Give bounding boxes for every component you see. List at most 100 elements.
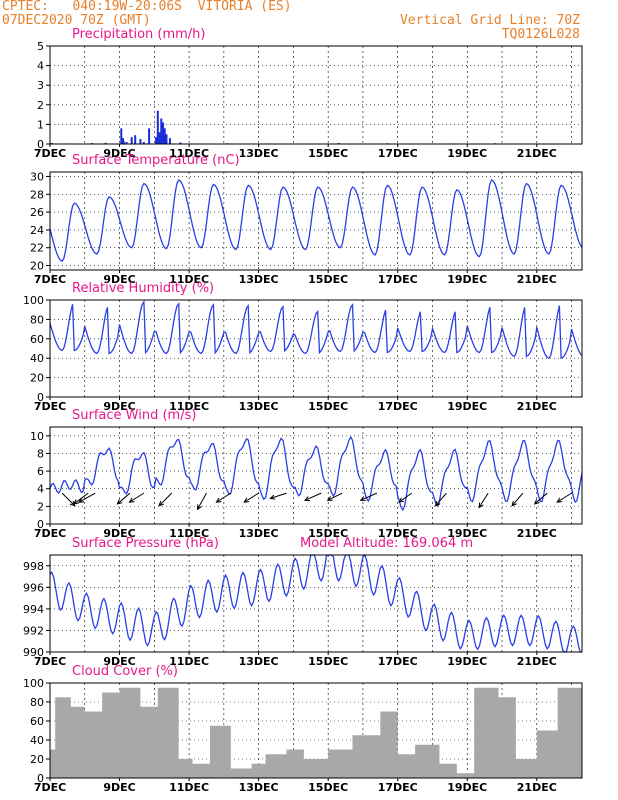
rh-xtick-label: 21DEC (517, 400, 557, 413)
wind-vector-head (128, 497, 135, 503)
pres-ytick-label: 992 (23, 624, 44, 637)
wind-vector-head (511, 500, 517, 507)
temp-ytick-label: 30 (30, 170, 44, 183)
precip-bar (162, 122, 165, 144)
wind-vector (534, 492, 548, 505)
cloud-frame (49, 682, 583, 779)
precip-bar (134, 135, 137, 144)
pres-xtick-label: 17DEC (378, 655, 418, 668)
pres-series-line (49, 553, 582, 653)
pres-xtick-label: 19DEC (447, 655, 487, 668)
precip-bar (142, 142, 145, 144)
pres-ytick-label: 998 (23, 560, 44, 573)
wind-vector (61, 492, 76, 507)
precip-bar (158, 132, 161, 144)
wind-vector-head (243, 497, 250, 503)
temp-series-line (49, 179, 583, 262)
precip-bar (160, 118, 163, 144)
rh-xtick-label: 9DEC (103, 400, 135, 413)
cloud-ytick-label: 20 (30, 753, 44, 766)
wind-title: Surface Wind (m/s) (72, 408, 196, 423)
wind-vector (117, 492, 131, 505)
precip-bar (168, 138, 171, 144)
precip-bar (163, 128, 166, 144)
pres-xtick-label: 15DEC (308, 655, 348, 668)
wind-vector (216, 492, 232, 503)
precip-bar (139, 139, 142, 144)
wind-vector-head (478, 502, 484, 509)
wind-vector (270, 492, 287, 500)
wind-ytick-label: 2 (37, 500, 44, 513)
temp-xtick-label: 17DEC (378, 273, 418, 286)
wind-xtick-label: 7DEC (34, 527, 66, 540)
rh-ytick-label: 80 (30, 313, 44, 326)
precip-bar (165, 134, 168, 144)
precip-bar (130, 137, 133, 144)
wind-vector (243, 492, 259, 503)
rh-xtick-label: 17DEC (378, 400, 418, 413)
wind-ytick-label: 0 (37, 518, 44, 531)
wind-vector-head (215, 497, 222, 503)
precip-bar (122, 141, 125, 144)
wind-vector (511, 492, 524, 507)
cloud-xtick-label: 17DEC (378, 781, 418, 794)
wind-vector (478, 492, 489, 508)
precip-bar (179, 142, 182, 144)
cloud-xtick-label: 7DEC (34, 781, 66, 794)
temp-xtick-label: 21DEC (517, 273, 557, 286)
precip-ytick-label: 5 (37, 40, 44, 53)
temp-xtick-label: 9DEC (103, 273, 135, 286)
precip-xtick-label: 13DEC (239, 147, 279, 160)
wind-vector (360, 492, 378, 501)
wind-frame (49, 426, 583, 525)
pres-ytick-label: 994 (23, 603, 44, 616)
precip-title: Precipitation (mm/h) (72, 27, 205, 42)
pres-title: Surface Pressure (hPa) (72, 536, 219, 551)
wind-xtick-label: 17DEC (378, 527, 418, 540)
rh-xtick-label: 15DEC (308, 400, 348, 413)
precip-xtick-label: 15DEC (308, 147, 348, 160)
wind-vector-head (72, 499, 79, 505)
cloud-xtick-label: 11DEC (169, 781, 209, 794)
cloud-xtick-label: 19DEC (447, 781, 487, 794)
wind-vector (435, 492, 447, 507)
wind-vector (556, 492, 572, 503)
rh-xtick-label: 11DEC (169, 400, 209, 413)
rh-ytick-label: 40 (30, 352, 44, 365)
cloud-ytick-label: 100 (23, 677, 44, 690)
temp-xtick-label: 19DEC (447, 273, 487, 286)
wind-xtick-label: 11DEC (169, 527, 209, 540)
cloud-xtick-label: 13DEC (239, 781, 279, 794)
wind-xtick-label: 19DEC (447, 527, 487, 540)
pres-ytick-label: 990 (23, 646, 44, 659)
wind-vector (129, 492, 145, 503)
wind-series-line (49, 435, 583, 512)
rh-ytick-label: 60 (30, 333, 44, 346)
rh-ytick-label: 0 (37, 391, 44, 404)
cloud-ytick-label: 80 (30, 696, 44, 709)
precip-xtick-label: 17DEC (378, 147, 418, 160)
wind-vector-head (77, 497, 85, 503)
temp-xtick-label: 15DEC (308, 273, 348, 286)
header-line2: 07DEC2020 70Z (GMT) (2, 13, 151, 28)
wind-xtick-label: 21DEC (517, 527, 557, 540)
cloud-ytick-label: 40 (30, 734, 44, 747)
wind-vector-head (269, 494, 276, 500)
pres-xtick-label: 9DEC (103, 655, 135, 668)
cloud-ytick-label: 60 (30, 715, 44, 728)
cloud-ytick-label: 0 (37, 772, 44, 785)
precip-ytick-label: 2 (37, 99, 44, 112)
cloud-area (50, 687, 582, 778)
pres-xtick-label: 21DEC (517, 655, 557, 668)
wind-ytick-label: 8 (37, 447, 44, 460)
temp-xtick-label: 7DEC (34, 273, 66, 286)
pres-subtitle: Model Altitude: 169.064 m (300, 536, 473, 551)
temp-ytick-label: 26 (30, 206, 44, 219)
wind-ytick-label: 10 (30, 430, 44, 443)
header-grid-line: Vertical Grid Line: 70Z (399, 13, 580, 28)
precip-bar (155, 137, 158, 144)
temp-ytick-label: 24 (30, 224, 44, 237)
wind-vector-head (69, 500, 76, 507)
precip-ytick-label: 1 (37, 118, 44, 131)
